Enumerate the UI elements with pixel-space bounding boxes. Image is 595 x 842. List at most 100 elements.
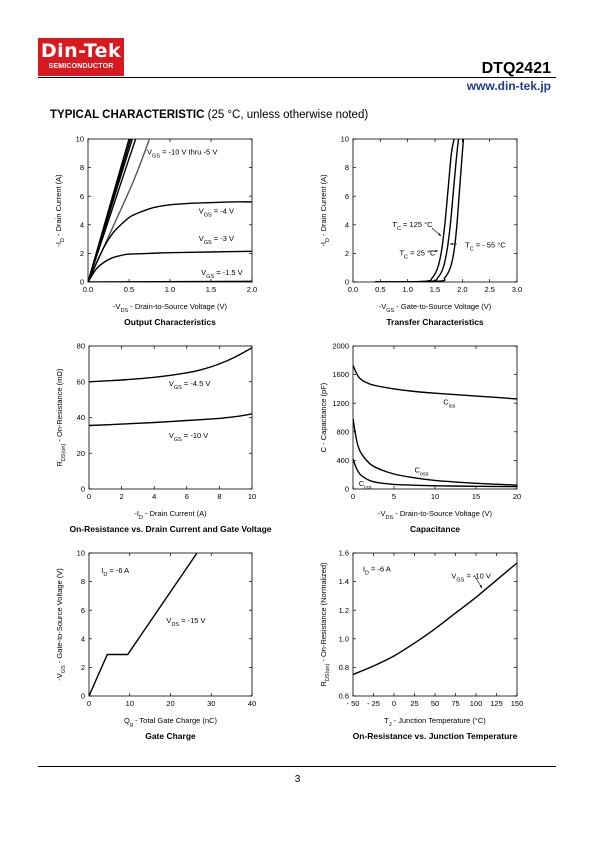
y-tick-label: 1.2 [339, 606, 349, 615]
x-tick-label: 25 [410, 699, 418, 708]
series-line-1 [374, 139, 460, 282]
series-line-0 [353, 365, 517, 400]
y-tick-label: 8 [81, 577, 85, 586]
annotation-label: VGS = -4.5 V [169, 379, 211, 391]
x-tick-label: 3.0 [512, 285, 522, 294]
x-axis-label: Qg - Total Gate Charge (nC) [124, 716, 217, 728]
annotation-label: VGS = -1.5 V [201, 268, 243, 280]
y-tick-label: 1.0 [339, 634, 349, 643]
company-logo: Din-Tek SEMICONDUCTOR [38, 38, 124, 76]
y-tick-label: 10 [76, 135, 84, 144]
x-tick-label: 0.5 [375, 285, 385, 294]
annotation-label: TC = 125 °C [392, 220, 433, 232]
chart-ron_temp: - 50 - 25 0 25 50 75 100 125 150 0.6 0.8 1.0 1.2 1.4 1… [319, 549, 523, 741]
chart-gate_charge: 0 10 20 30 40 0 2 4 6 8 10 Qg - Total Gate Charge (… [55, 549, 256, 741]
x-tick-label: 1.0 [165, 285, 175, 294]
series-line-5 [88, 201, 252, 282]
y-tick-label: 1.6 [339, 549, 349, 558]
y-tick-label: 0 [81, 692, 85, 701]
chart-title: Output Characteristics [124, 317, 216, 327]
y-tick-label: 4 [80, 220, 84, 229]
x-tick-label: 2.0 [247, 285, 257, 294]
y-tick-label: 1.4 [339, 577, 349, 586]
y-axis-label: RDS(on) - On-Resistance (Normalized) [319, 562, 331, 687]
y-tick-label: 1600 [332, 370, 349, 379]
series-line-3 [88, 139, 137, 282]
x-tick-label: 0 [87, 492, 91, 501]
y-axis-label: RDS(on) - On-Resistance (mΩ) [55, 368, 67, 467]
chart-title: On-Resistance vs. Drain Current and Gate… [69, 524, 271, 534]
series-line-2 [374, 139, 465, 282]
x-tick-label: 20 [166, 699, 174, 708]
website-link[interactable]: www.din-tek.jp [466, 79, 551, 93]
y-tick-label: 80 [77, 342, 85, 351]
y-tick-label: 8 [345, 163, 349, 172]
series-line-2 [353, 458, 517, 488]
chart-title: Gate Charge [145, 731, 196, 741]
y-axis-label: C - Capacitance (pF) [319, 382, 328, 452]
x-tick-label: 15 [472, 492, 480, 501]
annotation-label: VGS = -10 V thru -5 V [147, 148, 217, 160]
chart-output: 0.0 0.5 1.0 1.5 2.0 0 2 4 6 8 10 -VDS - Drain-to-So… [54, 135, 257, 327]
x-tick-label: 50 [431, 699, 439, 708]
section-title: TYPICAL CHARACTERISTIC [50, 109, 205, 121]
annotation-label: VGS = -4 V [199, 206, 234, 218]
y-axis-label: -ID - Drain Current (A) [54, 174, 66, 247]
page-number: 3 [294, 774, 301, 785]
x-tick-label: 10 [126, 699, 134, 708]
section-heading: TYPICAL CHARACTERISTIC (25 °C, unless ot… [50, 109, 368, 121]
x-tick-label: 10 [248, 492, 256, 501]
x-tick-label: 0.0 [83, 285, 93, 294]
x-axis-label: -VGS - Gate-to-Source Voltage (V) [379, 302, 492, 314]
annotation-label: TC = 25 °C [399, 249, 436, 261]
arrow-tc25-head [435, 249, 438, 253]
x-tick-label: 6 [185, 492, 189, 501]
x-axis-label: -VDS - Drain-to-Source Voltage (V) [378, 509, 492, 521]
y-tick-label: 0 [81, 485, 85, 494]
chart-title: Capacitance [410, 524, 460, 534]
x-tick-label: 0.5 [124, 285, 134, 294]
y-tick-label: 60 [77, 377, 85, 386]
series-line-1 [89, 413, 252, 427]
x-axis-label: TJ - Junction Temperature (°C) [384, 716, 486, 728]
series-group [89, 553, 198, 696]
x-tick-label: 2.5 [484, 285, 494, 294]
series-group [374, 139, 465, 282]
y-tick-label: 2000 [332, 342, 349, 351]
plot-frame [352, 552, 518, 697]
y-tick-label: 0.8 [339, 663, 349, 672]
x-tick-label: 40 [248, 699, 256, 708]
x-tick-label: 5 [392, 492, 396, 501]
y-tick-label: 20 [77, 449, 85, 458]
logo-name: Din-Tek [40, 40, 122, 62]
annotation-label: VGS = -10 V [451, 572, 490, 584]
y-tick-label: 4 [345, 220, 349, 229]
part-number: DTQ2421 [481, 60, 551, 77]
logo-subtitle: SEMICONDUCTOR [48, 63, 114, 70]
annotation-label: TC = - 55 °C [465, 241, 506, 253]
x-tick-label: 20 [513, 492, 521, 501]
x-tick-label: 150 [511, 699, 524, 708]
annotation-label: VDS = -15 V [166, 616, 205, 628]
x-tick-label: 2 [120, 492, 124, 501]
x-tick-label: 1.5 [430, 285, 440, 294]
x-tick-label: 100 [470, 699, 483, 708]
x-tick-label: 1.0 [402, 285, 412, 294]
x-tick-label: 125 [490, 699, 503, 708]
annotation-label: Ciss [443, 398, 455, 410]
y-axis-label: -VGS - Gate-to-Source Voltage (V) [55, 568, 67, 681]
x-tick-label: 2.0 [457, 285, 467, 294]
y-tick-label: 0 [345, 278, 349, 287]
chart-transfer: 0.0 0.5 1.0 1.5 2.0 2.5 3.0 0 2 4 6 8 10 -VGS - Gate-… [319, 135, 522, 327]
chart-title: Transfer Characteristics [386, 317, 484, 327]
plot-frame [352, 138, 518, 283]
chart-capacitance: 0 5 10 15 20 0 400 800 1200 1600 2000 -VDS - Drain-… [319, 342, 521, 534]
x-tick-label: 0 [351, 492, 355, 501]
x-tick-label: - 25 [367, 699, 380, 708]
y-tick-label: 8 [80, 163, 84, 172]
annotation-label: Coss [415, 466, 429, 478]
y-tick-label: 0.6 [339, 692, 349, 701]
series-group [89, 347, 252, 427]
y-axis-label: -ID - Drain Current (A) [319, 174, 331, 247]
series-group [353, 562, 517, 676]
